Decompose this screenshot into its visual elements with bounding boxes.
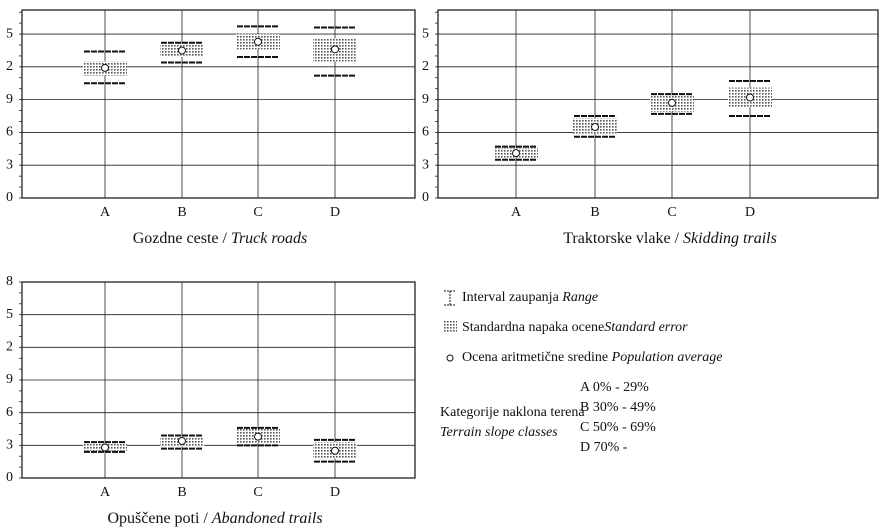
y-tick-label: 9 <box>422 92 429 107</box>
y-tick-label: 2 <box>422 59 429 74</box>
y-tick-label: 9 <box>6 92 13 107</box>
y-tick-label: 0 <box>6 190 13 205</box>
mean-marker <box>331 446 339 455</box>
x-tick-label: B <box>177 485 186 500</box>
panel-title-italic: Abandoned trails <box>211 510 323 527</box>
panel-title-italic: Truck roads <box>231 230 307 247</box>
y-tick-label: 3 <box>6 157 13 172</box>
y-tick-label: 6 <box>6 405 13 420</box>
y-tick-label: 2 <box>6 59 13 74</box>
y-tick-label: 6 <box>6 125 13 140</box>
legend-error-swatch <box>443 321 457 333</box>
x-tick-label: A <box>100 205 111 220</box>
legend: Interval zaupanja Range Standardna napak… <box>440 290 722 440</box>
mean-marker <box>178 46 186 55</box>
y-tick-label: 0 <box>6 470 13 485</box>
panel-title-italic: Skidding trails <box>683 230 777 247</box>
y-tick-label: 0 <box>422 190 429 205</box>
mean-marker <box>512 149 520 158</box>
x-tick-label: C <box>253 485 262 500</box>
panel-title: Opuščene poti / Abandoned trails <box>107 510 322 527</box>
y-tick-label: 5 <box>6 26 13 41</box>
mean-marker <box>101 63 109 72</box>
y-tick-label: 5 <box>6 307 13 322</box>
x-tick-label: A <box>100 485 111 500</box>
slope-class: B 30% - 49% <box>580 400 656 415</box>
mean-marker <box>331 45 339 54</box>
legend-mean: Ocena aritmetične sredine Population ave… <box>462 350 722 365</box>
y-tick-label: 3 <box>6 438 13 453</box>
slope-title: Kategorije naklona terena <box>440 405 585 420</box>
y-tick-label: 3 <box>422 157 429 172</box>
mean-marker <box>254 432 262 441</box>
slope-title-italic: Terrain slope classes <box>440 425 558 440</box>
y-tick-label: 6 <box>422 125 429 140</box>
y-tick-label: 2 <box>6 340 13 355</box>
x-tick-label: B <box>590 205 599 220</box>
x-tick-label: B <box>177 205 186 220</box>
panel-title-text: Opuščene poti / <box>107 510 208 527</box>
y-tick-label: 9 <box>6 372 13 387</box>
panel-title-text: Gozdne ceste / <box>133 230 228 247</box>
plot-frame <box>21 9 416 199</box>
x-tick-label: D <box>745 205 755 220</box>
plot-frame <box>21 281 416 479</box>
mean-marker <box>101 443 109 452</box>
slope-class: C 50% - 69% <box>580 420 656 435</box>
slope-class: A 0% - 29% <box>580 380 649 395</box>
legend-range: Interval zaupanja Range <box>462 290 598 305</box>
mean-marker <box>668 98 676 107</box>
slope-class: D 70% - <box>580 440 628 455</box>
plot-frame <box>437 9 879 199</box>
legend-mean-symbol <box>446 354 454 362</box>
mean-marker <box>254 37 262 46</box>
mean-marker <box>746 93 754 102</box>
panel-title: Gozdne ceste / Truck roads <box>133 230 308 247</box>
y-tick-label: 8 <box>6 274 13 289</box>
x-tick-label: A <box>511 205 522 220</box>
mean-marker <box>178 436 186 445</box>
x-tick-label: D <box>330 485 340 500</box>
mean-marker <box>591 122 599 131</box>
y-tick-label: 5 <box>422 26 429 41</box>
panel-title: Traktorske vlake / Skidding trails <box>563 230 777 247</box>
x-tick-label: D <box>330 205 340 220</box>
x-tick-label: C <box>253 205 262 220</box>
x-tick-label: C <box>667 205 676 220</box>
legend-error: Standardna napaka oceneStandard error <box>462 320 688 335</box>
panel-title-text: Traktorske vlake / <box>563 230 679 247</box>
